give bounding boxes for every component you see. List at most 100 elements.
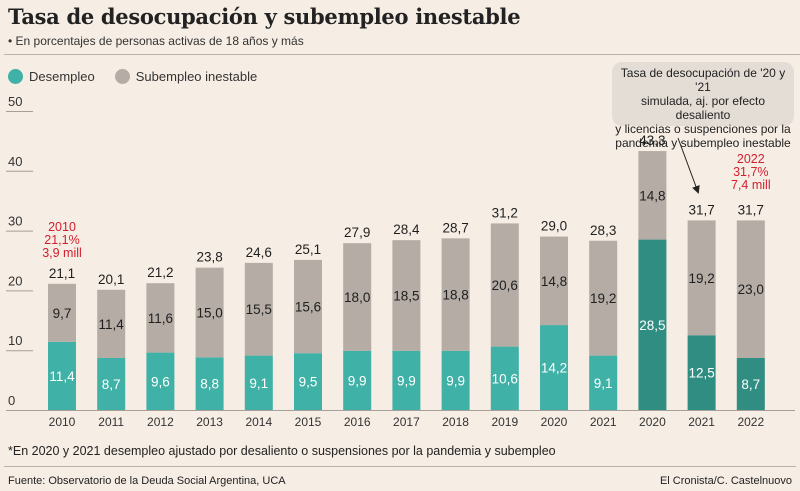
footnote: *En 2020 y 2021 desempleo ajustado por d… — [8, 444, 556, 458]
label-total: 24,6 — [246, 245, 272, 260]
note-line: pandemia y subempleo inestable — [615, 136, 791, 150]
note-line: Tasa de desocupación de '20 y '21 — [620, 66, 786, 94]
callout-2022-line: 2022 — [737, 152, 765, 166]
label-subempleo: 19,2 — [688, 271, 714, 286]
bar-desempleo — [195, 357, 224, 410]
source-text: Fuente: Observatorio de la Deuda Social … — [8, 475, 286, 487]
bar-desempleo — [638, 239, 667, 410]
bar-subempleo — [244, 262, 273, 356]
label-desempleo: 14,2 — [541, 361, 567, 376]
y-tick-label: 30 — [8, 214, 22, 229]
label-desempleo: 12,5 — [688, 366, 714, 381]
bar-subempleo — [48, 283, 76, 342]
label-subempleo: 14,8 — [541, 274, 567, 289]
callout-2010-line: 3,9 mill — [42, 246, 82, 260]
legend: Desempleo Subempleo inestable — [8, 69, 271, 84]
label-desempleo: 9,9 — [397, 373, 416, 388]
callout-2022-line: 31,7% — [733, 165, 768, 179]
bar-desempleo — [687, 335, 716, 410]
label-total: 23,8 — [196, 250, 222, 265]
bar-subempleo — [146, 283, 175, 353]
label-total: 28,7 — [442, 220, 468, 235]
label-total: 31,7 — [688, 202, 714, 217]
annotation-note: Tasa de desocupación de '20 y '21 simula… — [612, 62, 794, 150]
label-subempleo: 15,6 — [295, 300, 321, 315]
label-subempleo: 20,6 — [492, 278, 518, 293]
bar-subempleo — [589, 240, 618, 356]
bar-desempleo — [736, 357, 765, 410]
bar-subempleo — [294, 259, 322, 354]
chart-subtitle: • En porcentajes de personas activas de … — [8, 34, 304, 48]
bar-subempleo — [343, 243, 372, 351]
x-tick-label: 2012 — [147, 415, 174, 429]
legend-swatch-desempleo — [8, 69, 23, 84]
label-total: 28,3 — [590, 223, 616, 238]
x-tick-label: 2021 — [688, 415, 715, 429]
label-subempleo: 18,0 — [344, 290, 370, 305]
x-tick-label: 2019 — [491, 415, 518, 429]
y-tick-label: 10 — [8, 333, 22, 348]
label-subempleo: 15,5 — [246, 302, 272, 317]
y-tick-label: 0 — [8, 393, 15, 408]
bar-subempleo — [392, 240, 421, 351]
bar-desempleo — [244, 355, 273, 410]
bar-desempleo — [490, 346, 519, 410]
x-tick-label: 2013 — [196, 415, 223, 429]
x-tick-label: 2017 — [393, 415, 420, 429]
legend-label-desempleo: Desempleo — [29, 69, 95, 84]
label-desempleo: 8,7 — [741, 377, 760, 392]
label-desempleo: 9,9 — [446, 373, 465, 388]
label-subempleo: 11,4 — [99, 317, 125, 332]
callout-2010-line: 21,1% — [44, 233, 79, 247]
bar-desempleo — [540, 325, 568, 410]
label-desempleo: 28,5 — [639, 318, 665, 333]
y-tick-label: 50 — [8, 94, 22, 109]
x-tick-label: 2021 — [590, 415, 617, 429]
x-tick-label: 2010 — [49, 415, 76, 429]
y-tick-label: 40 — [8, 154, 22, 169]
bar-subempleo — [195, 267, 224, 358]
x-tick-label: 2020 — [541, 415, 568, 429]
label-desempleo: 9,1 — [249, 376, 268, 391]
label-total: 31,7 — [738, 202, 764, 217]
x-tick-label: 2020 — [639, 415, 666, 429]
note-line: y licencias o suspenciones por la — [615, 122, 791, 136]
label-desempleo: 9,9 — [348, 373, 367, 388]
bar-desempleo — [441, 350, 470, 410]
label-subempleo: 11,6 — [148, 311, 173, 326]
bar-desempleo — [48, 341, 76, 410]
label-total: 28,4 — [393, 222, 420, 237]
bars — [48, 151, 765, 410]
label-subempleo: 18,8 — [442, 288, 468, 303]
label-subempleo: 23,0 — [738, 282, 764, 297]
label-desempleo: 11,4 — [49, 369, 75, 384]
callout-2010-line: 2010 — [48, 220, 76, 234]
bar-subempleo — [687, 220, 716, 336]
label-desempleo: 8,7 — [102, 377, 121, 392]
label-total: 25,1 — [295, 242, 321, 257]
y-tick-label: 20 — [8, 273, 22, 288]
label-desempleo: 10,6 — [492, 371, 518, 386]
bottom-divider — [4, 466, 796, 467]
bar-subempleo — [540, 236, 568, 326]
legend-label-subempleo: Subempleo inestable — [135, 69, 258, 84]
chart-title: Tasa de desocupación y subempleo inestab… — [8, 4, 521, 29]
x-axis: 2010 2011 2012 2013 2014 2015 2016 2017 2018 2019… — [49, 415, 765, 429]
label-total: 29,0 — [541, 219, 567, 234]
x-tick-label: 2014 — [245, 415, 272, 429]
x-tick-label: 2016 — [344, 415, 371, 429]
bar-desempleo — [392, 350, 421, 410]
bar-desempleo — [97, 357, 126, 410]
label-desempleo: 9,1 — [594, 376, 613, 391]
x-tick-label: 2015 — [295, 415, 322, 429]
label-total: 27,9 — [344, 225, 370, 240]
bar-subempleo — [638, 151, 667, 240]
top-divider — [4, 54, 800, 55]
value-labels: 11,4 9,7 21,1 8,7 11,4 20,1 9,6 11,6 21,2 8,8 15,0… — [49, 133, 764, 392]
bar-desempleo — [589, 355, 618, 410]
note-line: simulada, aj. por efecto desaliento — [640, 94, 766, 122]
label-subempleo: 19,2 — [590, 291, 616, 306]
label-total: 21,1 — [49, 266, 75, 281]
